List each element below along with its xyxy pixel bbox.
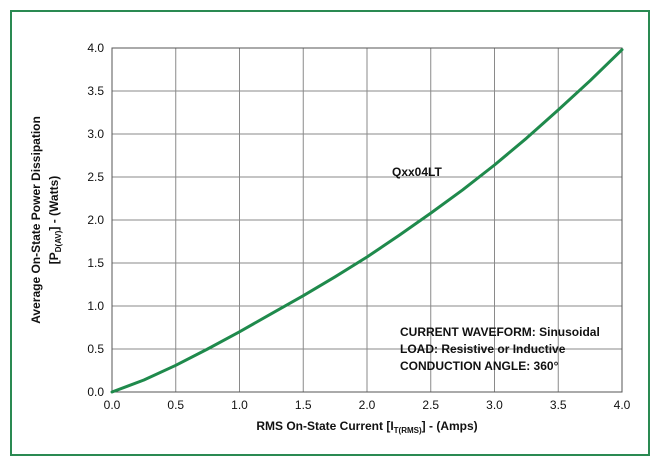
y-axis-title-subscript: D(AV)	[54, 230, 63, 252]
grid	[111, 47, 623, 393]
plot-border	[111, 47, 623, 393]
y-tick-label: 4.0	[87, 41, 104, 55]
x-tick-labels: 0.0 0.5 1.0 1.5 2.0 2.5 3.0 3.5 4.0	[104, 398, 631, 412]
x-tick-label: 3.5	[550, 398, 567, 412]
y-tick-label: 1.0	[87, 299, 104, 313]
x-axis-title-main: RMS On-State Current [I	[256, 419, 393, 433]
y-tick-label: 2.5	[87, 170, 104, 184]
x-tick-label: 0.0	[104, 398, 121, 412]
y-tick-labels: 0.0 0.5 1.0 1.5 2.0 2.5 3.0 3.5 4.0	[87, 41, 104, 399]
y-tick-label: 1.5	[87, 256, 104, 270]
y-tick-label: 3.0	[87, 127, 104, 141]
y-axis-title-line2: [PD(AV)] - (Watts)	[47, 176, 63, 265]
chart-frame: 0.0 0.5 1.0 1.5 2.0 2.5 3.0 3.5 4.0 0.0 0.5 1.0 1.5…	[10, 10, 650, 456]
y-tick-label: 0.5	[87, 342, 104, 356]
x-tick-label: 1.5	[295, 398, 312, 412]
y-tick-label: 2.0	[87, 213, 104, 227]
x-tick-label: 4.0	[614, 398, 631, 412]
y-tick-label: 0.0	[87, 385, 104, 399]
annotation-load: LOAD: Resistive or Inductive	[400, 342, 566, 356]
y-axis-title-main: [P	[47, 252, 61, 264]
x-tick-label: 2.0	[359, 398, 376, 412]
y-axis-title-line1: Average On-State Power Dissipation	[29, 116, 43, 324]
series-layer	[110, 48, 624, 394]
x-tick-label: 0.5	[167, 398, 184, 412]
x-axis-title: RMS On-State Current [IT(RMS)] - (Amps)	[256, 419, 477, 435]
y-tick-label: 3.5	[87, 84, 104, 98]
series-line	[110, 48, 624, 394]
x-tick-label: 2.5	[422, 398, 439, 412]
y-axis-title-tail: ] - (Watts)	[47, 176, 61, 231]
x-tick-label: 3.0	[486, 398, 503, 412]
x-axis-title-tail: ] - (Amps)	[422, 419, 478, 433]
x-axis-title-subscript: T(RMS)	[394, 426, 422, 435]
annotation-conduction-angle: CONDUCTION ANGLE: 360°	[400, 359, 559, 373]
power-dissipation-chart: 0.0 0.5 1.0 1.5 2.0 2.5 3.0 3.5 4.0 0.0 0.5 1.0 1.5…	[29, 41, 631, 435]
x-tick-label: 1.0	[231, 398, 248, 412]
annotation-box: CURRENT WAVEFORM: Sinusoidal LOAD: Resis…	[400, 325, 600, 373]
annotation-waveform: CURRENT WAVEFORM: Sinusoidal	[400, 325, 600, 339]
series-label: Qxx04LT	[392, 165, 442, 179]
